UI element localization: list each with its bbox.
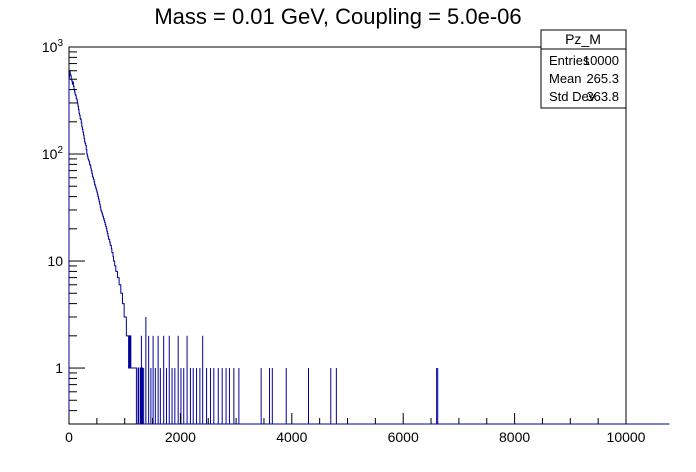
- histogram-dense-outline: [68, 70, 670, 425]
- stats-entries-label: Entries: [549, 53, 590, 68]
- x-tick-label: 0: [65, 429, 73, 445]
- x-tick-label: 6000: [388, 429, 419, 445]
- stats-stddev-value: 363.8: [586, 89, 619, 104]
- histogram-bars: [68, 70, 670, 425]
- x-tick-label: 4000: [276, 429, 307, 445]
- x-tick-label: 10000: [607, 429, 646, 445]
- y-tick-label: 1: [55, 360, 63, 376]
- chart-title: Mass = 0.01 GeV, Coupling = 5.0e-06: [154, 4, 521, 29]
- x-tick-label: 8000: [499, 429, 530, 445]
- y-tick-label: 102: [42, 145, 64, 162]
- stats-entries-value: 10000: [583, 53, 619, 68]
- stats-mean-label: Mean: [549, 71, 582, 86]
- y-axis: 1 10 102 103: [42, 38, 85, 425]
- x-tick-label: 2000: [165, 429, 196, 445]
- y-tick-label: 103: [42, 38, 64, 55]
- stats-mean-value: 265.3: [586, 71, 619, 86]
- stats-box-title: Pz_M: [565, 31, 601, 47]
- x-axis: 0 2000 4000 6000 8000 10000: [65, 413, 646, 445]
- stats-box: Pz_M Entries 10000 Mean 265.3 Std Dev 36…: [540, 29, 627, 109]
- stats-stddev-label: Std Dev: [549, 89, 596, 104]
- stats-box-frame: [540, 29, 627, 109]
- y-tick-label: 10: [47, 253, 63, 269]
